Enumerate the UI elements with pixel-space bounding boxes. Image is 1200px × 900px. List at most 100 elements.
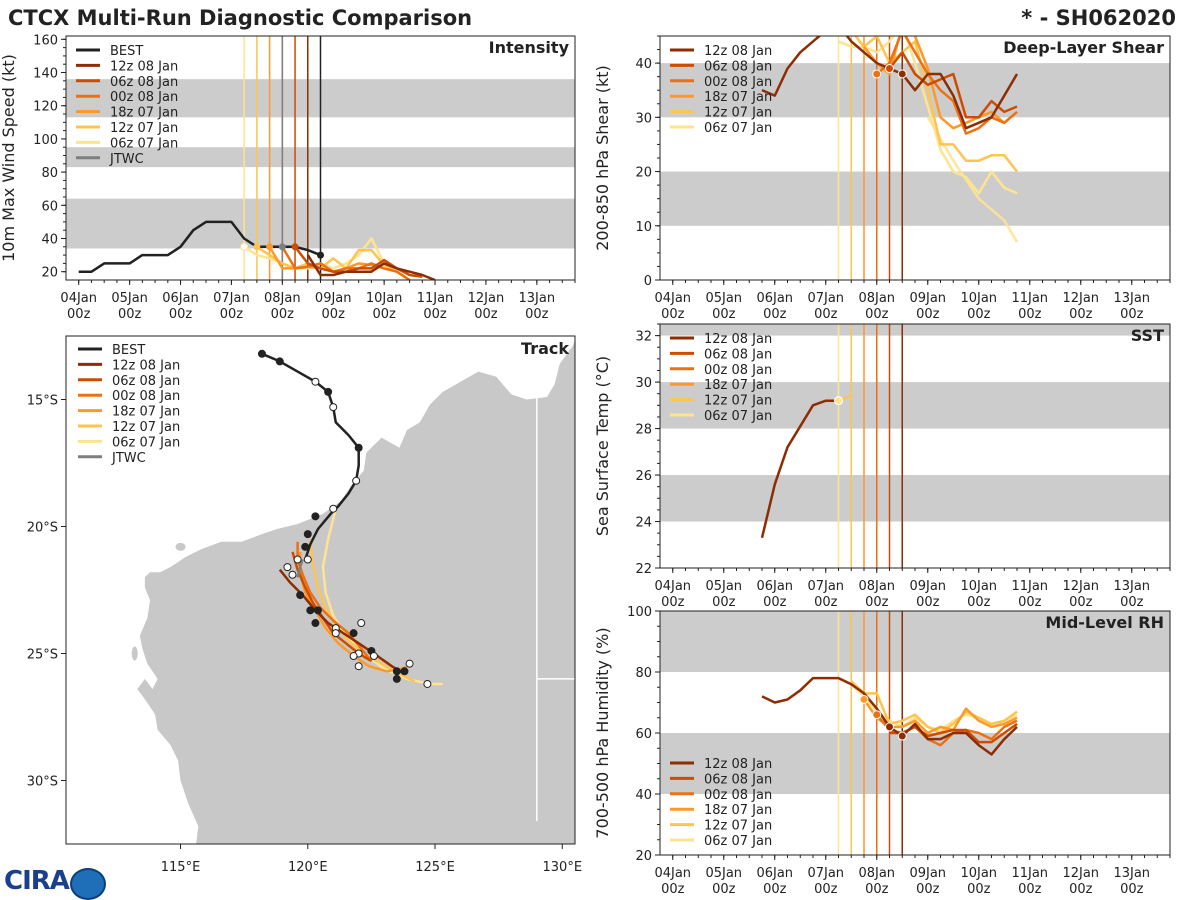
intensity-xtick-label: 12Jan xyxy=(468,291,505,306)
sst-band xyxy=(660,382,1170,429)
track-point-marker xyxy=(349,652,358,661)
sst-xtick-label: 05Jan xyxy=(705,579,742,594)
intensity-point-marker xyxy=(266,243,274,251)
track-point-marker xyxy=(354,662,363,671)
shear-xtick-label: 08Jan xyxy=(858,291,895,306)
shear-ytick-label: 40 xyxy=(635,57,652,72)
track-point-marker xyxy=(293,555,302,564)
track-point-marker xyxy=(313,606,322,615)
track-point-marker xyxy=(283,563,292,572)
track-point-marker xyxy=(349,629,358,638)
sst-plot-area xyxy=(660,324,1170,568)
intensity-point-marker xyxy=(291,243,299,251)
track-legend-label: JTWC xyxy=(111,451,146,466)
sst-band xyxy=(660,475,1170,522)
track-xtick-label: 115°E xyxy=(161,860,201,875)
rh-xtick-label: 04Jan xyxy=(654,866,691,881)
rh-band xyxy=(660,733,1170,794)
sst-series-line xyxy=(760,399,839,539)
dirk-hartog-island xyxy=(131,646,138,661)
intensity-point-marker xyxy=(253,243,261,251)
sst-point-marker xyxy=(834,396,843,406)
track-legend-label: 06z 07 Jan xyxy=(112,435,180,450)
track-point-marker xyxy=(301,542,310,551)
rh-legend-label: 12z 08 Jan xyxy=(704,757,772,772)
intensity-ylabel: 10m Max Wind Speed (kt) xyxy=(0,54,18,262)
shear-series-line xyxy=(863,36,1018,130)
track-map-area xyxy=(66,336,575,844)
intensity-xtick-label: 08Jan xyxy=(264,291,301,306)
track-line xyxy=(296,559,304,578)
track-point-marker xyxy=(352,476,361,485)
track-point-marker xyxy=(324,387,333,396)
intensity-legend-label: 12z 07 Jan xyxy=(110,121,178,136)
rh-ytick-label: 60 xyxy=(635,727,652,742)
rh-xtick-label: 11Jan xyxy=(1011,866,1048,881)
rh-title: Mid-Level RH xyxy=(1045,613,1164,632)
intensity-legend-label: BEST xyxy=(110,44,143,59)
track-point-marker xyxy=(306,606,315,615)
sst-ytick-label: 22 xyxy=(635,562,652,577)
rh-xtick-label: 12Jan xyxy=(1062,866,1099,881)
shear-point-marker xyxy=(885,64,894,74)
intensity-legend-label: 06z 07 Jan xyxy=(110,136,178,151)
track-legend-label: 12z 07 Jan xyxy=(112,420,180,435)
rh-xtick-label: 00z xyxy=(814,882,838,897)
intensity-series-line xyxy=(256,245,398,273)
intensity-title: Intensity xyxy=(489,38,570,57)
track-point-marker xyxy=(329,403,338,412)
track-legend-label: 12z 08 Jan xyxy=(112,358,180,373)
intensity-ytick-label: 40 xyxy=(41,233,58,248)
shear-legend-label: 12z 07 Jan xyxy=(704,106,772,121)
figure-title: CTCX Multi-Run Diagnostic Comparison xyxy=(8,6,472,30)
sst-legend-label: 06z 08 Jan xyxy=(704,347,772,362)
track-ytick-label: 30°S xyxy=(27,775,58,790)
track-ytick-label: 15°S xyxy=(27,394,58,409)
intensity-xtick-label: 00z xyxy=(271,307,295,322)
intensity-plot-area xyxy=(66,36,575,280)
track-legend-label: BEST xyxy=(112,343,145,358)
track-point-marker xyxy=(357,619,366,628)
shear-xtick-label: 00z xyxy=(1120,307,1144,322)
intensity-xtick-label: 07Jan xyxy=(213,291,250,306)
australia-landmass xyxy=(137,339,575,844)
shear-xtick-label: 11Jan xyxy=(1011,291,1048,306)
shear-legend-label: 06z 07 Jan xyxy=(704,121,772,136)
track-point-marker xyxy=(369,652,378,661)
shear-xtick-label: 00z xyxy=(763,307,787,322)
intensity-ytick-label: 20 xyxy=(41,266,58,281)
track-point-marker xyxy=(405,659,414,668)
shear-xtick-label: 00z xyxy=(814,307,838,322)
shear-xtick-label: 00z xyxy=(1018,307,1042,322)
shear-plot-area xyxy=(660,36,1170,280)
shear-xtick-label: 00z xyxy=(865,307,889,322)
shear-xtick-label: 00z xyxy=(967,307,991,322)
globe-logo-icon xyxy=(70,868,106,900)
sst-xtick-label: 09Jan xyxy=(909,579,946,594)
track-frame xyxy=(65,335,576,845)
rh-ylabel: 700-500 hPa Humidity (%) xyxy=(593,627,612,838)
rh-xtick-label: 07Jan xyxy=(807,866,844,881)
rh-xtick-label: 00z xyxy=(661,882,685,897)
sst-xtick-label: 00z xyxy=(763,595,787,610)
rh-ytick-label: 40 xyxy=(635,788,652,803)
shear-xtick-label: 12Jan xyxy=(1062,291,1099,306)
intensity-xtick-label: 00z xyxy=(423,307,447,322)
track-point-marker xyxy=(296,591,305,600)
shear-xtick-label: 00z xyxy=(661,307,685,322)
intensity-legend-label: JTWC xyxy=(109,152,144,167)
sst-ytick-label: 30 xyxy=(635,376,652,391)
intensity-xtick-label: 00z xyxy=(118,307,142,322)
sst-ytick-label: 32 xyxy=(635,330,652,345)
track-point-marker xyxy=(311,377,320,386)
track-point-marker xyxy=(423,679,432,688)
track-xtick-label: 125°E xyxy=(415,860,455,875)
shear-xtick-label: 06Jan xyxy=(756,291,793,306)
intensity-ytick-label: 80 xyxy=(41,166,58,181)
shear-xtick-label: 00z xyxy=(712,307,736,322)
chart-layers: 2040608010012014016004Jan00z05Jan00z06Ja… xyxy=(0,33,1171,897)
intensity-xtick-label: 09Jan xyxy=(315,291,352,306)
rh-xtick-label: 05Jan xyxy=(705,866,742,881)
shear-ytick-label: 30 xyxy=(635,111,652,126)
